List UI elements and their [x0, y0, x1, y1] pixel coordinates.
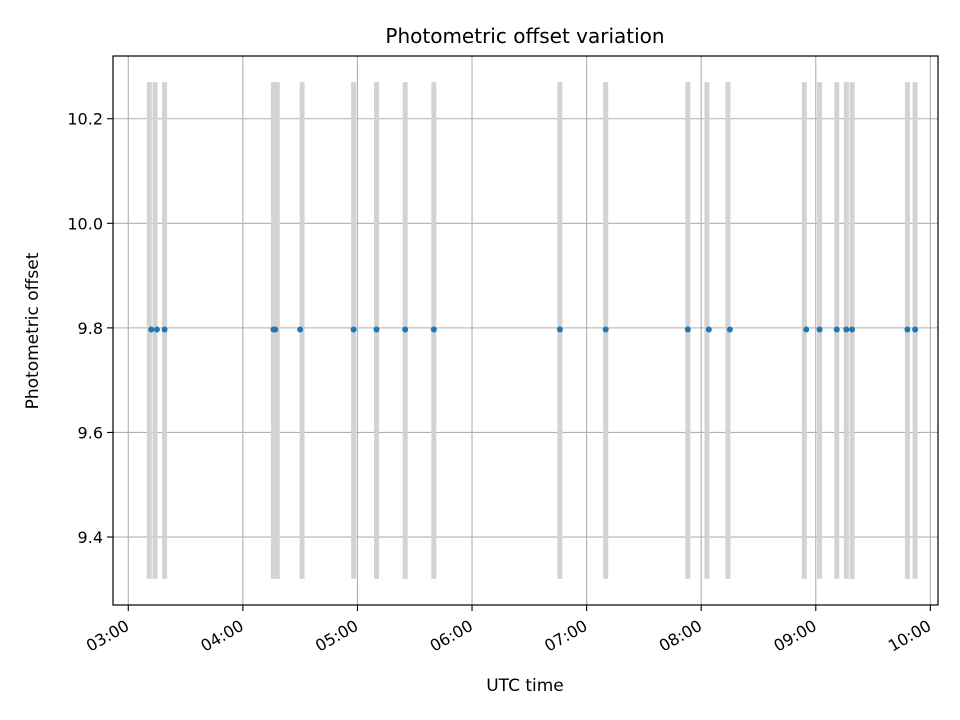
data-point [297, 326, 304, 333]
data-point [430, 326, 437, 333]
data-point [904, 326, 911, 333]
data-point [373, 326, 380, 333]
plot-frame [112, 55, 939, 606]
data-points [148, 326, 919, 333]
chart-title: Photometric offset variation [385, 24, 664, 48]
data-point [153, 326, 160, 333]
y-tick-label: 10.0 [67, 214, 103, 233]
data-point [402, 326, 409, 333]
y-tick-label: 10.2 [67, 110, 103, 129]
data-point [350, 326, 357, 333]
data-point [912, 326, 919, 333]
data-point [556, 326, 563, 333]
data-point [272, 326, 279, 333]
data-point [726, 326, 733, 333]
y-axis-ticks: 9.4 9.6 9.8 10.0 10.2 [67, 110, 113, 547]
data-point [843, 326, 850, 333]
y-axis-label: Photometric offset [23, 252, 43, 409]
data-point [849, 326, 856, 333]
data-point [833, 326, 840, 333]
data-point [684, 326, 691, 333]
data-point [148, 326, 155, 333]
data-point [602, 326, 609, 333]
data-point [705, 326, 712, 333]
y-tick-label: 9.8 [78, 319, 103, 338]
y-tick-label: 9.4 [78, 528, 103, 547]
grid [113, 56, 938, 605]
data-point [816, 326, 823, 333]
data-point [803, 326, 810, 333]
y-tick-label: 9.6 [78, 423, 103, 442]
x-axis-label: UTC time [486, 676, 564, 696]
data-point [161, 326, 168, 333]
